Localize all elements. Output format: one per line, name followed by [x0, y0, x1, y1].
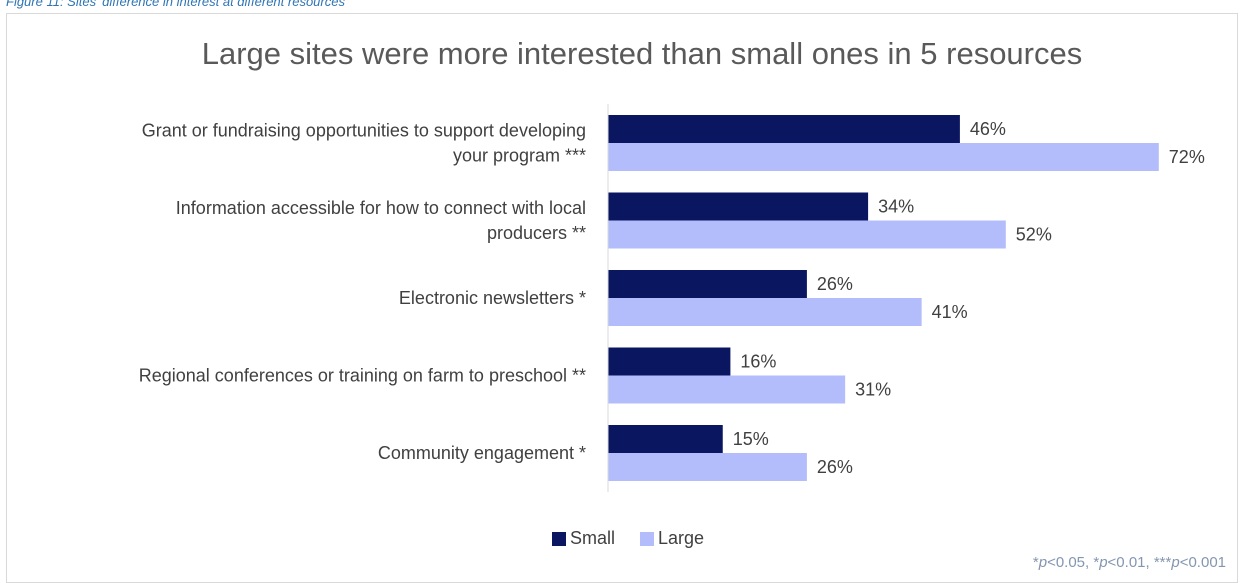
legend-label-large: Large — [658, 528, 704, 548]
bar-large-2 — [608, 298, 922, 326]
bar-large-4 — [608, 453, 807, 481]
data-label-large-4: 26% — [817, 457, 853, 477]
legend-swatch-large — [640, 532, 654, 546]
figure-caption: Figure 11: Sites' difference in interest… — [6, 0, 345, 9]
legend-swatch-small — [552, 532, 566, 546]
bar-small-0 — [608, 115, 960, 143]
category-label-3: Regional conferences or training on farm… — [139, 366, 586, 386]
category-label-0: Grant or fundraising opportunities to su… — [142, 121, 586, 166]
data-label-small-1: 34% — [878, 197, 914, 217]
data-label-small-2: 26% — [817, 274, 853, 294]
data-label-large-0: 72% — [1169, 147, 1205, 167]
chart-title: Large sites were more interested than sm… — [202, 36, 1083, 71]
legend-label-small: Small — [570, 528, 615, 548]
category-label-4: Community engagement * — [378, 443, 586, 463]
bar-large-3 — [608, 375, 846, 404]
legend: Small Large — [552, 528, 704, 548]
bar-large-1 — [608, 220, 1006, 249]
bar-small-1 — [608, 192, 869, 221]
category-label-1: Information accessible for how to connec… — [176, 198, 586, 243]
category-label-2: Electronic newsletters * — [399, 288, 586, 308]
bar-small-3 — [608, 347, 731, 376]
data-label-large-3: 31% — [855, 380, 891, 400]
data-label-small-0: 46% — [970, 119, 1006, 139]
bars-layer: 46% 72% 34% 52% 26% 41% 16% 31% 15% 26% — [608, 115, 1205, 481]
figure-caption-strip: Figure 11: Sites' difference in interest… — [0, 0, 1244, 10]
bar-small-2 — [608, 270, 807, 298]
category-labels-layer: Grant or fundraising opportunities to su… — [139, 121, 586, 464]
data-label-large-1: 52% — [1016, 225, 1052, 245]
data-label-small-3: 16% — [740, 352, 776, 372]
bar-small-4 — [608, 425, 723, 453]
bar-large-0 — [608, 143, 1159, 171]
data-label-small-4: 15% — [733, 429, 769, 449]
data-label-large-2: 41% — [932, 302, 968, 322]
significance-footnote: *p<0.05, *p<0.01, ***p<0.001 — [1033, 554, 1226, 571]
